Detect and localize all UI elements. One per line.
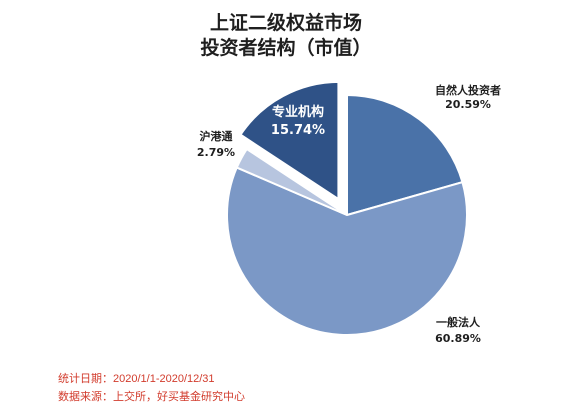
pie-slices — [226, 78, 468, 336]
slice-name-label-2: 一般法人 — [436, 315, 481, 329]
pie-slice-2 — [226, 166, 468, 336]
slice-name-label-3: 沪港通 — [200, 129, 233, 143]
slice-name-label-4: 专业机构 — [272, 104, 324, 120]
slice-value-label-2: 60.89% — [435, 332, 481, 345]
slice-value-label-1: 20.59% — [445, 98, 491, 111]
footer-source: 数据来源：上交所，好买基金研究中心 — [58, 391, 245, 403]
pie-slice-3 — [235, 147, 348, 216]
slice-value-label-4: 15.74% — [271, 123, 325, 138]
slice-value-label-3: 2.79% — [197, 146, 235, 159]
chart-title: 上证二级权益市场 — [209, 12, 362, 34]
pie-slice-1 — [346, 93, 464, 217]
pie-slice-4 — [236, 78, 342, 205]
chart-subtitle: 投资者结构（市值） — [200, 37, 372, 59]
slice-name-label-1: 自然人投资者 — [435, 83, 501, 97]
footer-period: 统计日期：2020/1/1-2020/12/31 — [58, 373, 215, 385]
